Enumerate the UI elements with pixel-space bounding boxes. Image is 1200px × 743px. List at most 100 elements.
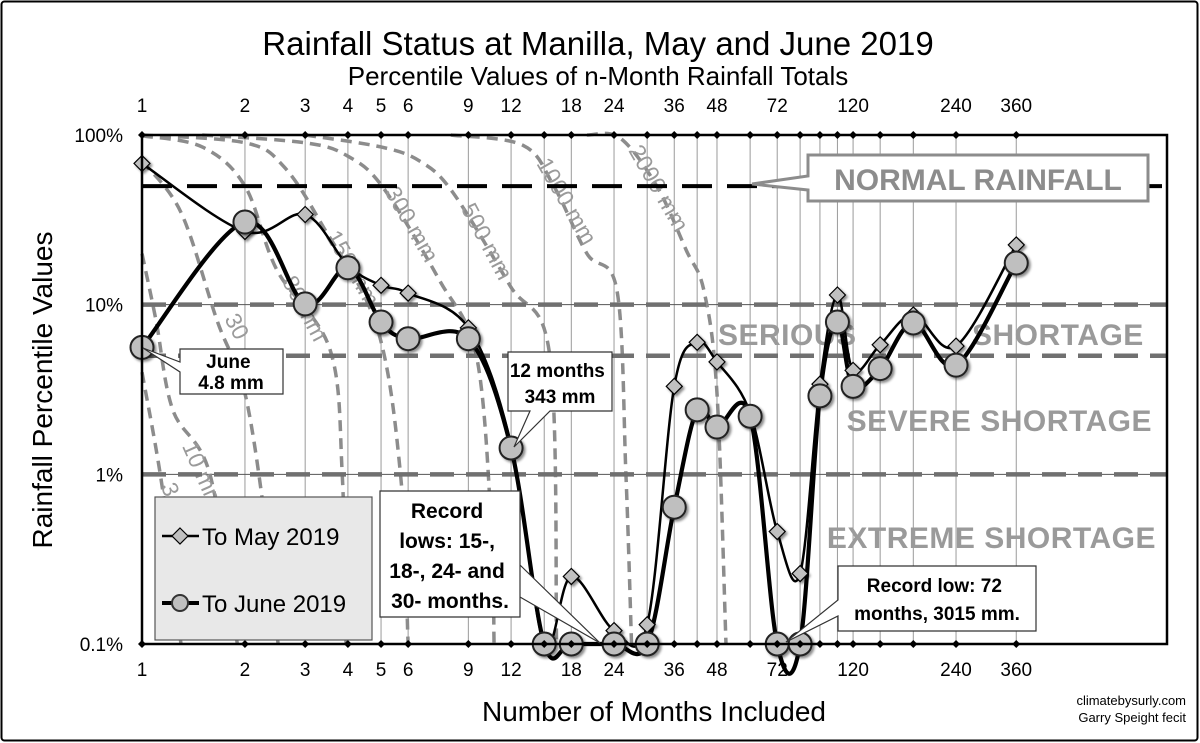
record-lows-line1: Record xyxy=(411,500,483,523)
may-data-point xyxy=(791,564,809,583)
june-callout-line2: 4.8 mm xyxy=(198,373,263,394)
may-data-point xyxy=(828,286,847,304)
axis-tick-marker xyxy=(876,640,885,648)
x-tick-label-top: 2 xyxy=(240,96,251,117)
axis-tick-marker xyxy=(377,640,386,648)
axis-tick-marker xyxy=(952,640,961,648)
normal-rainfall-callout: NORMAL RAINFALL xyxy=(751,153,1150,203)
record-low-72-text: Record low: 72 months, 3015 mm. xyxy=(854,576,1020,625)
axis-tick-marker xyxy=(952,131,961,139)
may-data-point xyxy=(399,284,417,302)
x-tick-label-bottom: 1 xyxy=(137,660,148,681)
june-callout-box xyxy=(142,347,284,395)
axis-tick-marker xyxy=(849,640,858,648)
axis-tick-marker xyxy=(693,131,702,139)
contour-line xyxy=(450,133,634,645)
may-data-point xyxy=(688,333,706,352)
x-tick-label-top: 24 xyxy=(603,96,625,117)
credit-website: climatebysurly.com xyxy=(1076,693,1186,708)
x-tick-label-top: 12 xyxy=(501,96,522,117)
may-data-point xyxy=(665,377,684,396)
axis-tick-marker xyxy=(815,131,824,139)
twelve-callout-line2: 343 mm xyxy=(525,387,596,408)
june-data-point xyxy=(684,397,710,423)
x-tick-label-bottom: 6 xyxy=(403,660,414,681)
axis-tick-marker xyxy=(138,131,146,139)
x-tick-label-top: 48 xyxy=(706,96,727,117)
x-tick-label-bottom: 4 xyxy=(343,660,354,681)
twelve-months-callout: 12 months 343 mm xyxy=(507,351,613,448)
axis-tick-marker xyxy=(643,640,652,648)
axis-tick-marker xyxy=(377,131,386,139)
y-tick-label: 1% xyxy=(96,465,124,486)
may-data-point xyxy=(296,205,315,224)
series-layer xyxy=(129,154,1029,676)
june-data-point xyxy=(867,356,893,382)
axis-tick-marker xyxy=(746,640,755,648)
axis-tick-marker xyxy=(464,131,473,139)
y-tick-label: 100% xyxy=(74,126,123,147)
june-data-point xyxy=(704,414,730,440)
axis-tick-marker xyxy=(567,640,576,648)
may-data-point xyxy=(708,353,726,371)
chart-title: Rainfall Status at Manilla, May and June… xyxy=(262,25,933,62)
normal-rainfall-label: NORMAL RAINFALL xyxy=(834,164,1122,197)
x-tick-label-bottom: 2 xyxy=(240,660,251,681)
june-data-point xyxy=(455,326,481,352)
twelve-callout-text: 12 months 343 mm xyxy=(510,361,610,408)
record-low-72-line2: months, 3015 mm. xyxy=(854,604,1020,625)
axis-tick-marker xyxy=(815,640,824,648)
axis-tick-marker xyxy=(404,131,413,139)
record-lows-callout-box xyxy=(379,490,601,644)
axis-ticks: 1122334455669912121818242436364848727212… xyxy=(74,96,1032,681)
x-tick-label-top: 9 xyxy=(463,96,474,117)
x-tick-label-bottom: 240 xyxy=(940,660,972,681)
record-lows-callout: Record lows: 15-, 18-, 24- and 30- month… xyxy=(379,490,601,644)
x-tick-label-bottom: 48 xyxy=(706,660,727,681)
plot-frame xyxy=(140,133,1169,646)
record-lows-line4: 30- months. xyxy=(391,590,509,613)
axis-tick-marker xyxy=(643,131,652,139)
june-data-point xyxy=(661,494,687,520)
x-tick-label-bottom: 24 xyxy=(603,660,625,681)
x-tick-label-top: 36 xyxy=(664,96,685,117)
june-data-point xyxy=(395,326,421,352)
axis-tick-marker xyxy=(796,640,805,648)
june-data-point xyxy=(737,403,763,429)
axis-tick-marker xyxy=(796,131,805,139)
june-data-point xyxy=(232,209,258,235)
x-tick-label-bottom: 12 xyxy=(501,660,522,681)
record-lows-callout-text: Record lows: 15-, 18-, 24- and 30- month… xyxy=(389,500,510,613)
axis-tick-marker xyxy=(833,640,842,648)
axis-tick-marker xyxy=(301,131,310,139)
legend-june-label: To June 2019 xyxy=(202,591,346,618)
june-data-point xyxy=(807,383,833,409)
axis-tick-marker xyxy=(464,640,473,648)
x-tick-label-bottom: 9 xyxy=(463,660,474,681)
june-callout-text: June 4.8 mm xyxy=(198,352,263,394)
x-tick-label-top: 4 xyxy=(343,96,354,117)
reference-lines xyxy=(142,184,1167,477)
june-data-point xyxy=(900,310,926,336)
may-data-point xyxy=(871,335,890,354)
record-low-72-line1: Record low: 72 xyxy=(867,576,1002,597)
x-tick-label-bottom: 36 xyxy=(664,660,685,681)
axis-tick-marker xyxy=(240,640,249,648)
x-tick-label-bottom: 72 xyxy=(767,660,788,681)
june-data-point xyxy=(335,255,361,281)
x-tick-label-bottom: 3 xyxy=(300,660,311,681)
x-tick-label-top: 18 xyxy=(561,96,582,117)
axis-tick-marker xyxy=(138,640,146,648)
x-tick-label-bottom: 5 xyxy=(376,660,387,681)
x-tick-label-top: 120 xyxy=(837,96,869,117)
y-tick-label: 0.1% xyxy=(80,635,123,656)
axis-tick-marker xyxy=(773,640,782,648)
may-data-point xyxy=(562,567,581,586)
axis-tick-marker xyxy=(670,640,679,648)
axis-tick-marker xyxy=(507,131,516,139)
june-data-point xyxy=(840,373,866,399)
axis-tick-marker xyxy=(610,640,619,648)
record-low-72-callout: Record low: 72 months, 3015 mm. xyxy=(785,565,1037,643)
record-lows-line2: lows: 15-, xyxy=(399,530,495,553)
contour-line xyxy=(140,253,240,645)
